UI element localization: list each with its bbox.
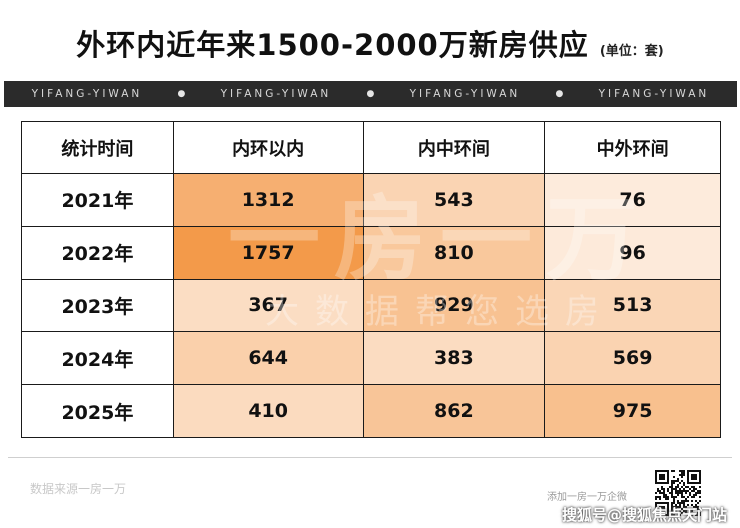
qr-caption: 添加一房一万企微 (547, 492, 627, 503)
value-cell: 1312 (172, 173, 364, 227)
year-cell: 2023年 (21, 278, 174, 333)
value-cell: 367 (172, 278, 364, 333)
watermark-banner: YIFANG-YIWAN ● YIFANG-YIWAN ● YIFANG-YIW… (4, 81, 737, 107)
table-header-row: 统计时间 内环以内 内中环间 中外环间 (21, 121, 721, 174)
value-cell: 862 (362, 384, 546, 438)
column-header: 中外环间 (544, 121, 721, 174)
banner-text: YIFANG-YIWAN (220, 88, 332, 100)
banner-text: YIFANG-YIWAN (409, 88, 521, 100)
value-cell: 569 (544, 331, 721, 386)
chart-title: 外环内近年来1500-2000万新房供应 (76, 28, 589, 62)
column-header: 统计时间 (21, 121, 174, 174)
value-cell: 383 (362, 331, 546, 386)
value-cell: 543 (362, 173, 546, 227)
value-cell: 1757 (172, 225, 364, 280)
value-cell: 513 (544, 278, 721, 333)
banner-dot: ● (177, 89, 186, 99)
value-cell: 410 (172, 384, 364, 438)
table-row: 2025年 410 862 975 (21, 384, 721, 438)
title-area: 外环内近年来1500-2000万新房供应 (单位：套) (0, 22, 740, 64)
year-cell: 2025年 (21, 384, 174, 438)
value-cell: 76 (544, 173, 721, 227)
value-cell: 810 (362, 225, 546, 280)
banner-dot: ● (366, 89, 375, 99)
banner-dot: ● (555, 89, 564, 99)
sohu-watermark: 搜狐号@搜狐焦点天门站 (562, 506, 728, 524)
value-cell: 96 (544, 225, 721, 280)
table-body: 2021年 1312 543 76 2022年 1757 810 96 2023年 367 929 5… (21, 173, 721, 438)
column-header: 内环以内 (172, 121, 364, 174)
banner-text: YIFANG-YIWAN (31, 88, 143, 100)
value-cell: 644 (172, 331, 364, 386)
year-cell: 2021年 (21, 173, 174, 227)
table-row: 2021年 1312 543 76 (21, 173, 721, 227)
banner-text: YIFANG-YIWAN (598, 88, 710, 100)
value-cell: 975 (544, 384, 721, 438)
qr-code-icon (655, 470, 701, 516)
year-cell: 2024年 (21, 331, 174, 386)
supply-table: 统计时间 内环以内 内中环间 中外环间 2021年 1312 543 76 2022年 1… (21, 121, 721, 438)
column-header: 内中环间 (362, 121, 546, 174)
unit-note: (单位：套) (599, 44, 664, 59)
data-source: 数据来源一房一万 (30, 482, 127, 496)
table-row: 2024年 644 383 569 (21, 331, 721, 386)
table-row: 2022年 1757 810 96 (21, 225, 721, 280)
value-cell: 929 (362, 278, 546, 333)
footer-divider (8, 457, 732, 458)
table-row: 2023年 367 929 513 (21, 278, 721, 333)
year-cell: 2022年 (21, 225, 174, 280)
